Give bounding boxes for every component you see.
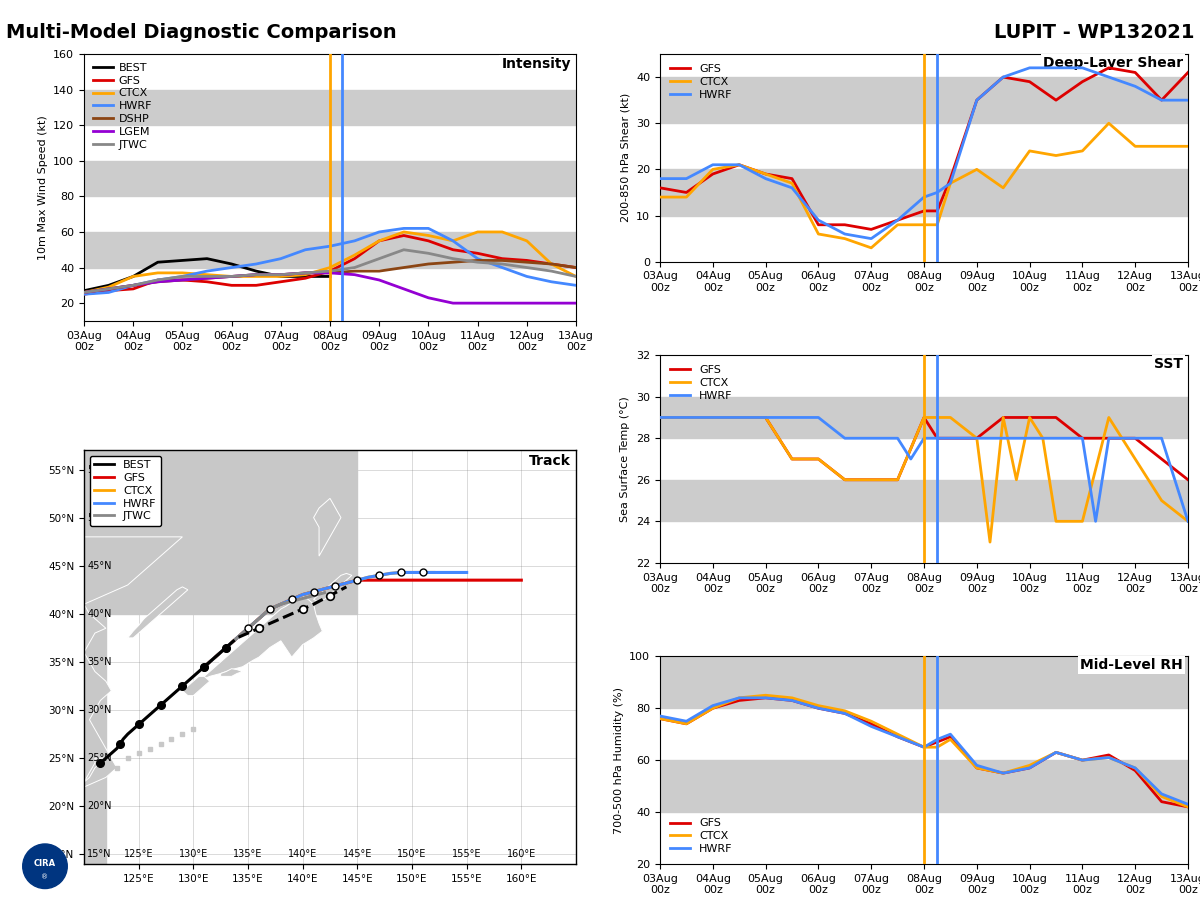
Text: 25°N: 25°N — [88, 753, 112, 763]
Legend: BEST, GFS, CTCX, HWRF, JTWC: BEST, GFS, CTCX, HWRF, JTWC — [90, 455, 161, 526]
Text: 160°E: 160°E — [506, 850, 536, 859]
Polygon shape — [127, 587, 188, 638]
Legend: GFS, CTCX, HWRF: GFS, CTCX, HWRF — [666, 361, 737, 405]
Text: 35°N: 35°N — [88, 657, 112, 667]
Text: Mid-Level RH: Mid-Level RH — [1080, 659, 1183, 672]
Bar — [84, 161, 576, 196]
Text: 20°N: 20°N — [88, 801, 112, 811]
Polygon shape — [84, 758, 106, 782]
Text: Multi-Model Diagnostic Comparison: Multi-Model Diagnostic Comparison — [6, 22, 397, 41]
Text: 135°E: 135°E — [233, 850, 263, 859]
Y-axis label: 700-500 hPa Humidity (%): 700-500 hPa Humidity (%) — [613, 687, 624, 833]
Legend: GFS, CTCX, HWRF: GFS, CTCX, HWRF — [666, 59, 737, 104]
Bar — [84, 232, 576, 267]
Text: 30°N: 30°N — [88, 705, 112, 715]
Y-axis label: Sea Surface Temp (°C): Sea Surface Temp (°C) — [620, 396, 630, 522]
Text: 55°N: 55°N — [88, 464, 112, 474]
Bar — [660, 656, 1188, 708]
Text: 45°N: 45°N — [88, 561, 112, 571]
Y-axis label: 200-850 hPa Shear (kt): 200-850 hPa Shear (kt) — [620, 94, 630, 222]
Polygon shape — [182, 677, 210, 696]
Text: 155°E: 155°E — [452, 850, 481, 859]
Bar — [660, 480, 1188, 521]
Polygon shape — [84, 537, 182, 787]
Text: 50°N: 50°N — [88, 513, 112, 523]
Text: ®: ® — [42, 874, 48, 880]
Text: SST: SST — [1153, 357, 1183, 371]
Bar — [660, 169, 1188, 215]
Legend: GFS, CTCX, HWRF: GFS, CTCX, HWRF — [666, 814, 737, 859]
Bar — [660, 397, 1188, 438]
Circle shape — [23, 844, 67, 888]
Polygon shape — [313, 499, 341, 556]
Polygon shape — [199, 597, 323, 681]
Bar — [660, 760, 1188, 812]
Text: 15°N: 15°N — [88, 850, 112, 859]
Text: CIRA: CIRA — [34, 860, 56, 868]
Text: 140°E: 140°E — [288, 850, 317, 859]
Text: 125°E: 125°E — [124, 850, 154, 859]
Text: 150°E: 150°E — [397, 850, 427, 859]
Text: 40°N: 40°N — [88, 608, 112, 619]
Legend: BEST, GFS, CTCX, HWRF, DSHP, LGEM, JTWC: BEST, GFS, CTCX, HWRF, DSHP, LGEM, JTWC — [90, 59, 155, 153]
Y-axis label: 10m Max Wind Speed (kt): 10m Max Wind Speed (kt) — [37, 115, 48, 260]
Bar — [84, 90, 576, 125]
Text: 130°E: 130°E — [179, 850, 208, 859]
Text: 145°E: 145°E — [343, 850, 372, 859]
Text: Deep-Layer Shear: Deep-Layer Shear — [1043, 56, 1183, 70]
Text: Track: Track — [529, 454, 571, 468]
Text: LUPIT - WP132021: LUPIT - WP132021 — [994, 22, 1194, 41]
Bar — [660, 77, 1188, 123]
Polygon shape — [313, 573, 352, 602]
Text: Intensity: Intensity — [502, 57, 571, 71]
Polygon shape — [221, 669, 242, 677]
